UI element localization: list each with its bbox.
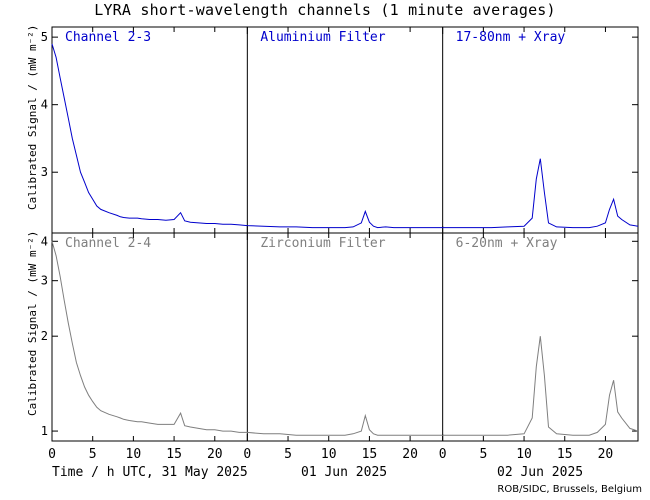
x-day-label-3: 02 Jun 2025 <box>497 465 584 480</box>
x-tick-label-7: 10 <box>321 447 337 462</box>
y-axis-label-bottom: Calibrated Signal / (mW m⁻²) <box>26 230 39 416</box>
y-tick-label-top-2: 5 <box>41 30 48 44</box>
plot-frame-bottom <box>51 232 639 442</box>
x-tick-label-13: 15 <box>557 447 573 462</box>
plot-frame-top <box>51 26 639 234</box>
x-tick-label-11: 5 <box>479 447 487 462</box>
x-tick-label-4: 20 <box>207 447 223 462</box>
x-tick-label-1: 5 <box>89 447 97 462</box>
panel-label-bottom-1: Zirconium Filter <box>260 236 385 251</box>
x-tick-label-2: 10 <box>126 447 142 462</box>
panel-label-top-0: Channel 2-3 <box>65 30 151 45</box>
x-tick-label-3: 15 <box>166 447 182 462</box>
x-axis-label: Time / h UTC, 31 May 2025 <box>52 465 248 480</box>
y-tick-label-bottom-0: 1 <box>41 424 48 438</box>
credit-text: ROB/SIDC, Brussels, Belgium <box>497 484 642 495</box>
x-tick-label-6: 5 <box>284 447 292 462</box>
series-line-top-0 <box>51 43 639 229</box>
panel-label-top-1: Aluminium Filter <box>260 30 385 45</box>
y-tick-label-bottom-3: 4 <box>41 234 48 248</box>
y-tick-label-bottom-1: 2 <box>41 329 48 343</box>
x-tick-label-10: 0 <box>439 447 447 462</box>
x-tick-label-8: 15 <box>362 447 378 462</box>
panel-label-bottom-0: Channel 2-4 <box>65 236 151 251</box>
y-tick-label-bottom-2: 3 <box>41 274 48 288</box>
series-line-bottom-0 <box>51 241 639 436</box>
x-day-label-2: 01 Jun 2025 <box>301 465 388 480</box>
x-tick-label-9: 20 <box>402 447 418 462</box>
chart-title: LYRA short-wavelength channels (1 minute… <box>94 1 556 19</box>
y-axis-label-top: Calibrated Signal / (mW m⁻²) <box>26 24 39 210</box>
y-tick-label-top-0: 3 <box>41 165 48 179</box>
panel-label-top-2: 17-80nm + Xray <box>456 30 566 45</box>
x-tick-label-5: 0 <box>243 447 251 462</box>
x-tick-label-0: 0 <box>48 447 56 462</box>
y-tick-label-top-1: 4 <box>41 98 48 112</box>
x-tick-label-12: 10 <box>516 447 532 462</box>
x-tick-label-14: 20 <box>598 447 614 462</box>
panel-label-bottom-2: 6-20nm + Xray <box>456 236 558 251</box>
